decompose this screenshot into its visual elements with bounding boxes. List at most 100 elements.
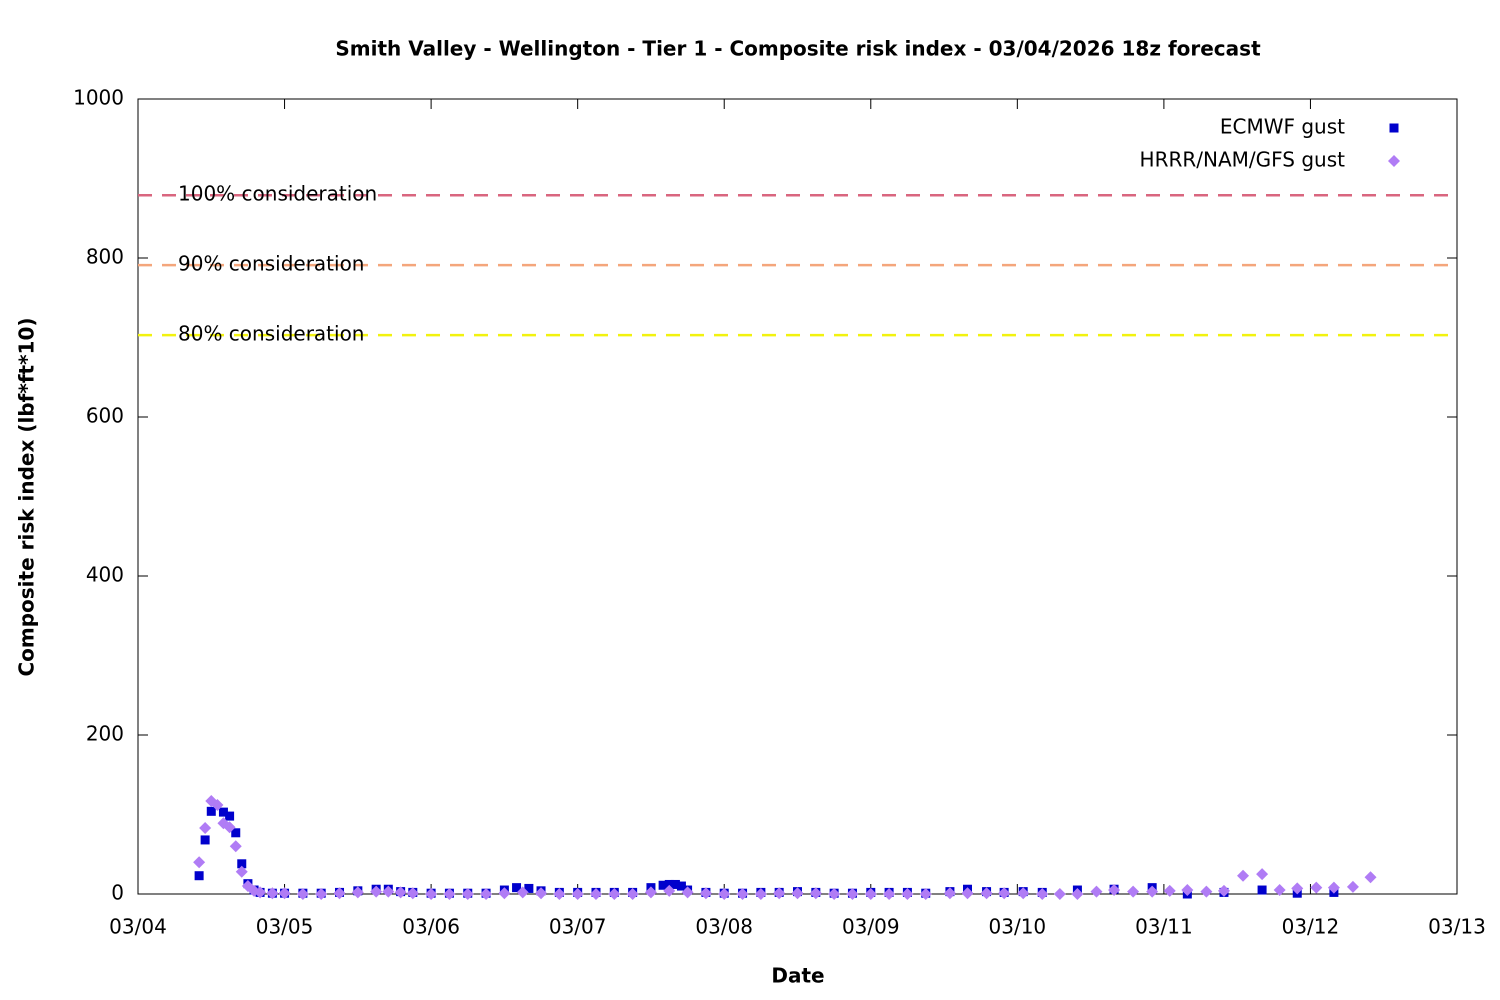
point — [1163, 884, 1176, 897]
point — [1108, 884, 1121, 897]
y-axis-label: Composite risk index (lbf*ft*10) — [15, 317, 39, 676]
point — [193, 856, 206, 869]
point — [278, 887, 291, 900]
point — [1364, 871, 1377, 884]
point — [883, 888, 896, 900]
point — [571, 888, 584, 900]
point — [754, 888, 767, 900]
point — [461, 888, 474, 900]
point — [1036, 888, 1049, 900]
y-tick-label: 1000 — [73, 86, 124, 110]
point — [229, 840, 242, 853]
point — [980, 887, 993, 900]
point — [846, 888, 859, 900]
legend-marker — [1388, 155, 1400, 167]
point — [1146, 885, 1159, 898]
point — [1071, 888, 1084, 900]
point — [1291, 882, 1304, 895]
point — [512, 883, 522, 893]
x-tick-label: 03/07 — [549, 915, 607, 939]
point — [235, 865, 248, 878]
legend-marker — [1389, 123, 1399, 133]
point — [1053, 888, 1066, 900]
y-tick-label: 400 — [86, 563, 124, 587]
point — [394, 886, 407, 899]
x-tick-label: 03/10 — [989, 915, 1047, 939]
point — [425, 888, 438, 900]
x-axis-label: Date — [771, 964, 824, 988]
point — [681, 886, 694, 899]
legend-label: HRRR/NAM/GFS gust — [1140, 148, 1346, 172]
reference-label: 100% consideration — [178, 182, 377, 206]
point — [901, 888, 914, 900]
point — [943, 887, 956, 900]
point — [524, 883, 534, 893]
x-tick-label: 03/12 — [1282, 915, 1340, 939]
point — [254, 886, 267, 899]
point — [919, 888, 932, 900]
point — [1237, 869, 1250, 882]
point — [589, 888, 602, 900]
point — [809, 887, 822, 900]
point — [406, 887, 419, 900]
point — [351, 886, 364, 899]
y-tick-label: 600 — [86, 404, 124, 428]
point — [1257, 885, 1267, 895]
point — [200, 835, 210, 845]
point — [961, 887, 974, 900]
point — [1127, 885, 1140, 898]
point — [626, 888, 639, 900]
point — [223, 821, 236, 834]
point — [791, 887, 804, 900]
point — [1256, 868, 1269, 881]
point — [296, 888, 309, 900]
point — [864, 888, 877, 900]
point — [370, 885, 383, 898]
point — [1181, 884, 1194, 897]
point — [231, 828, 241, 838]
reference-label: 90% consideration — [178, 252, 364, 276]
y-tick-label: 800 — [86, 245, 124, 269]
point — [206, 806, 216, 816]
point — [1090, 885, 1103, 898]
point — [382, 885, 395, 898]
point — [828, 888, 841, 900]
legend-label: ECMWF gust — [1220, 115, 1345, 139]
point — [333, 887, 346, 900]
point — [535, 887, 548, 900]
reference-label: 80% consideration — [178, 322, 364, 346]
x-tick-label: 03/13 — [1428, 915, 1486, 939]
point — [1327, 881, 1340, 894]
point — [1017, 887, 1030, 900]
point — [199, 822, 212, 835]
point — [1200, 885, 1213, 898]
x-tick-label: 03/04 — [109, 915, 167, 939]
point — [1273, 884, 1286, 897]
point — [1346, 880, 1359, 893]
point — [516, 886, 529, 899]
point — [998, 887, 1011, 900]
point — [664, 879, 674, 889]
point — [663, 884, 676, 897]
point — [194, 871, 204, 881]
point — [498, 887, 511, 900]
point — [266, 887, 279, 900]
x-tick-label: 03/08 — [695, 915, 753, 939]
point — [218, 807, 228, 817]
point — [699, 887, 712, 900]
point — [480, 888, 493, 900]
point — [553, 888, 566, 900]
y-tick-label: 200 — [86, 722, 124, 746]
y-tick-label: 0 — [111, 881, 124, 905]
point — [1310, 881, 1323, 894]
point — [670, 879, 680, 889]
chart-title: Smith Valley - Wellington - Tier 1 - Com… — [335, 37, 1261, 61]
point — [644, 886, 657, 899]
x-tick-label: 03/11 — [1135, 915, 1193, 939]
point — [676, 881, 686, 891]
x-tick-label: 03/05 — [256, 915, 314, 939]
point — [443, 888, 456, 900]
point — [608, 888, 621, 900]
point — [773, 887, 786, 900]
